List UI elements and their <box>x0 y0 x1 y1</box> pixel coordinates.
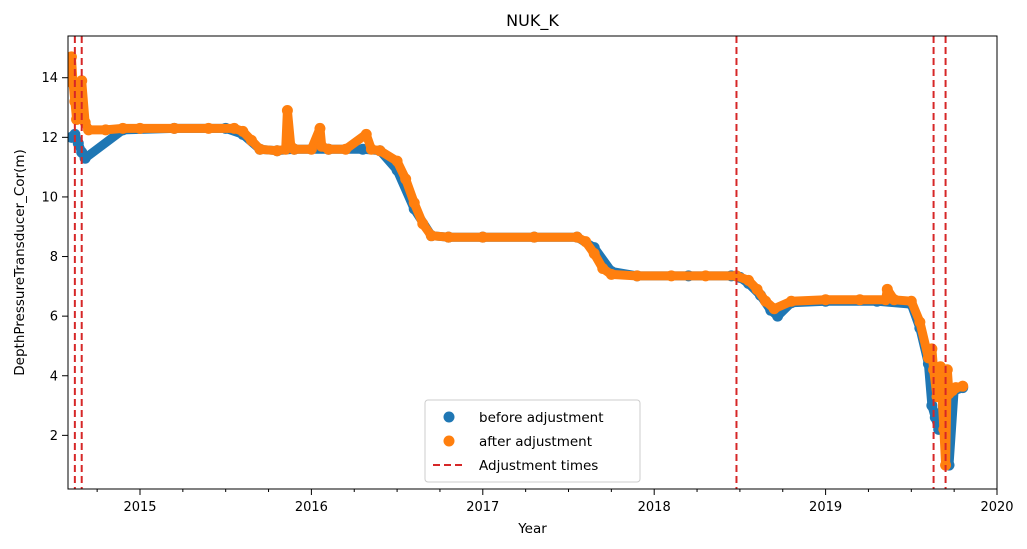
data-point <box>305 143 317 155</box>
data-point <box>117 122 129 134</box>
y-tick-label: 8 <box>50 250 58 265</box>
data-point <box>700 270 712 282</box>
chart-title: NUK_K <box>506 11 559 31</box>
data-point <box>751 283 763 295</box>
x-axis: 2015 2016 2017 2018 2019 2020 <box>96 489 1014 515</box>
data-point <box>228 122 240 134</box>
data-point <box>938 423 950 435</box>
data-point <box>957 380 969 392</box>
x-tick-label: 2020 <box>980 500 1013 515</box>
y-tick-label: 2 <box>50 429 58 444</box>
x-tick-label: 2015 <box>123 500 156 515</box>
axes-frame <box>67 35 998 490</box>
series-1 <box>68 51 969 471</box>
data-point <box>665 270 677 282</box>
data-point <box>820 294 832 306</box>
data-point <box>400 173 412 185</box>
plot-area <box>68 36 969 489</box>
data-point <box>323 143 335 155</box>
legend-entry-label: before adjustment <box>479 410 604 426</box>
data-point <box>528 231 540 243</box>
data-point <box>417 218 429 230</box>
data-point <box>926 343 938 355</box>
data-point <box>340 143 352 155</box>
data-point <box>922 352 934 364</box>
data-point <box>760 295 772 307</box>
y-tick-label: 14 <box>41 71 58 86</box>
data-point <box>425 230 437 242</box>
data-point <box>588 248 600 260</box>
y-tick-label: 4 <box>50 369 58 384</box>
data-point <box>730 270 742 282</box>
data-point <box>357 143 369 155</box>
data-point <box>914 316 926 328</box>
data-point <box>203 122 215 134</box>
data-point <box>742 274 754 286</box>
data-point <box>314 122 326 134</box>
x-tick-label: 2019 <box>809 500 842 515</box>
legend: before adjustment after adjustment Adjustm… <box>424 399 641 483</box>
data-point <box>408 197 420 209</box>
data-point <box>941 364 953 376</box>
data-point <box>785 295 797 307</box>
data-point <box>69 96 81 108</box>
data-point <box>374 145 386 157</box>
data-point <box>360 128 372 140</box>
data-point <box>631 270 643 282</box>
data-point <box>69 128 81 140</box>
data-point <box>605 268 617 280</box>
data-point <box>929 411 941 423</box>
data-point <box>571 231 583 243</box>
x-tick-label: 2016 <box>295 500 328 515</box>
data-point <box>880 294 892 306</box>
data-point <box>391 155 403 167</box>
legend-entry-label: after adjustment <box>479 434 592 450</box>
data-point <box>888 294 900 306</box>
x-tick-label: 2018 <box>638 500 671 515</box>
y-axis: 2 4 6 8 10 12 14 <box>41 71 68 444</box>
y-tick-label: 6 <box>50 310 58 325</box>
data-point <box>443 231 455 243</box>
data-point <box>237 125 249 137</box>
y-axis-label: DepthPressureTransducer_Cor(m) <box>12 149 28 376</box>
data-point <box>365 143 377 155</box>
data-point <box>281 105 293 117</box>
data-point <box>134 122 146 134</box>
data-point <box>271 145 283 157</box>
data-point <box>100 124 112 136</box>
legend-marker <box>443 411 455 423</box>
data-point <box>854 294 866 306</box>
data-point <box>926 400 938 412</box>
legend-box <box>424 399 641 483</box>
data-point <box>288 143 300 155</box>
data-point <box>768 303 780 315</box>
x-axis-label: Year <box>517 521 547 537</box>
data-point <box>881 283 893 295</box>
data-point <box>254 143 266 155</box>
legend-marker <box>443 435 455 447</box>
data-point <box>168 122 180 134</box>
data-point <box>477 231 489 243</box>
y-tick-label: 10 <box>41 190 58 205</box>
y-tick-label: 12 <box>41 131 58 146</box>
data-point <box>83 124 95 136</box>
data-point <box>905 295 917 307</box>
data-point <box>245 134 257 146</box>
x-tick-label: 2017 <box>466 500 499 515</box>
legend-entry-label: Adjustment times <box>479 458 598 474</box>
data-point <box>597 262 609 274</box>
data-point <box>71 113 83 125</box>
data-point <box>580 236 592 248</box>
